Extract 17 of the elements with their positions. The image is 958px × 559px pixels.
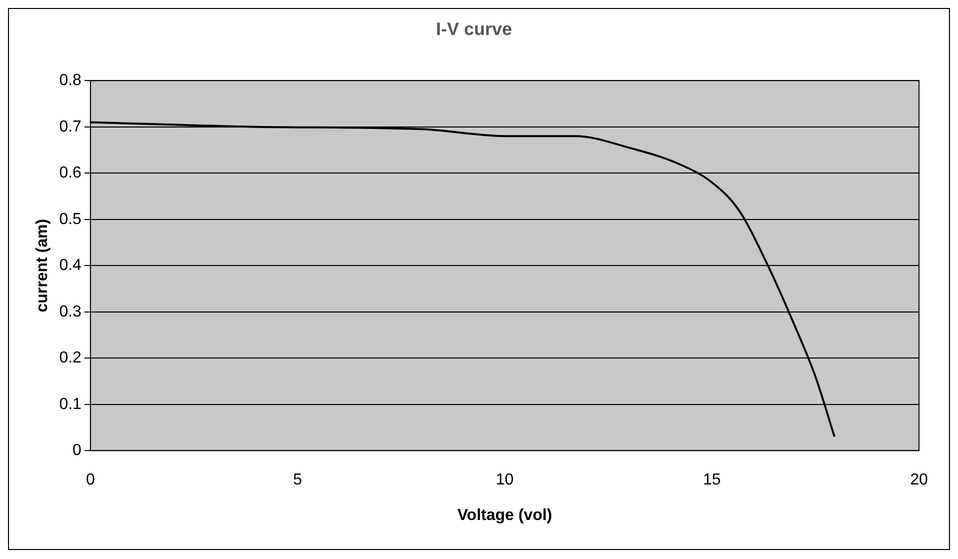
y-axis-title: current (am) — [34, 218, 52, 312]
chart-title: I-V curve — [436, 18, 512, 39]
x-tick-label: 15 — [702, 472, 721, 489]
y-tick-label: 0.3 — [59, 303, 82, 320]
y-tick-label: 0.7 — [59, 118, 82, 136]
y-tick-label: 0 — [72, 442, 82, 460]
x-axis-title: Voltage (vol) — [457, 506, 552, 524]
y-tick-label: 0.1 — [59, 396, 82, 413]
x-tick-label: 0 — [86, 472, 95, 489]
y-tick-label: 0.2 — [59, 350, 82, 367]
x-tick-label: 5 — [293, 472, 302, 489]
y-tick-label: 0.4 — [59, 257, 82, 274]
y-tick-label: 0.5 — [59, 210, 82, 228]
x-tick-label: 10 — [496, 472, 514, 489]
x-tick-label: 20 — [910, 472, 928, 489]
y-tick-label: 0.6 — [59, 164, 82, 182]
y-tick-label: 0.8 — [59, 72, 82, 90]
